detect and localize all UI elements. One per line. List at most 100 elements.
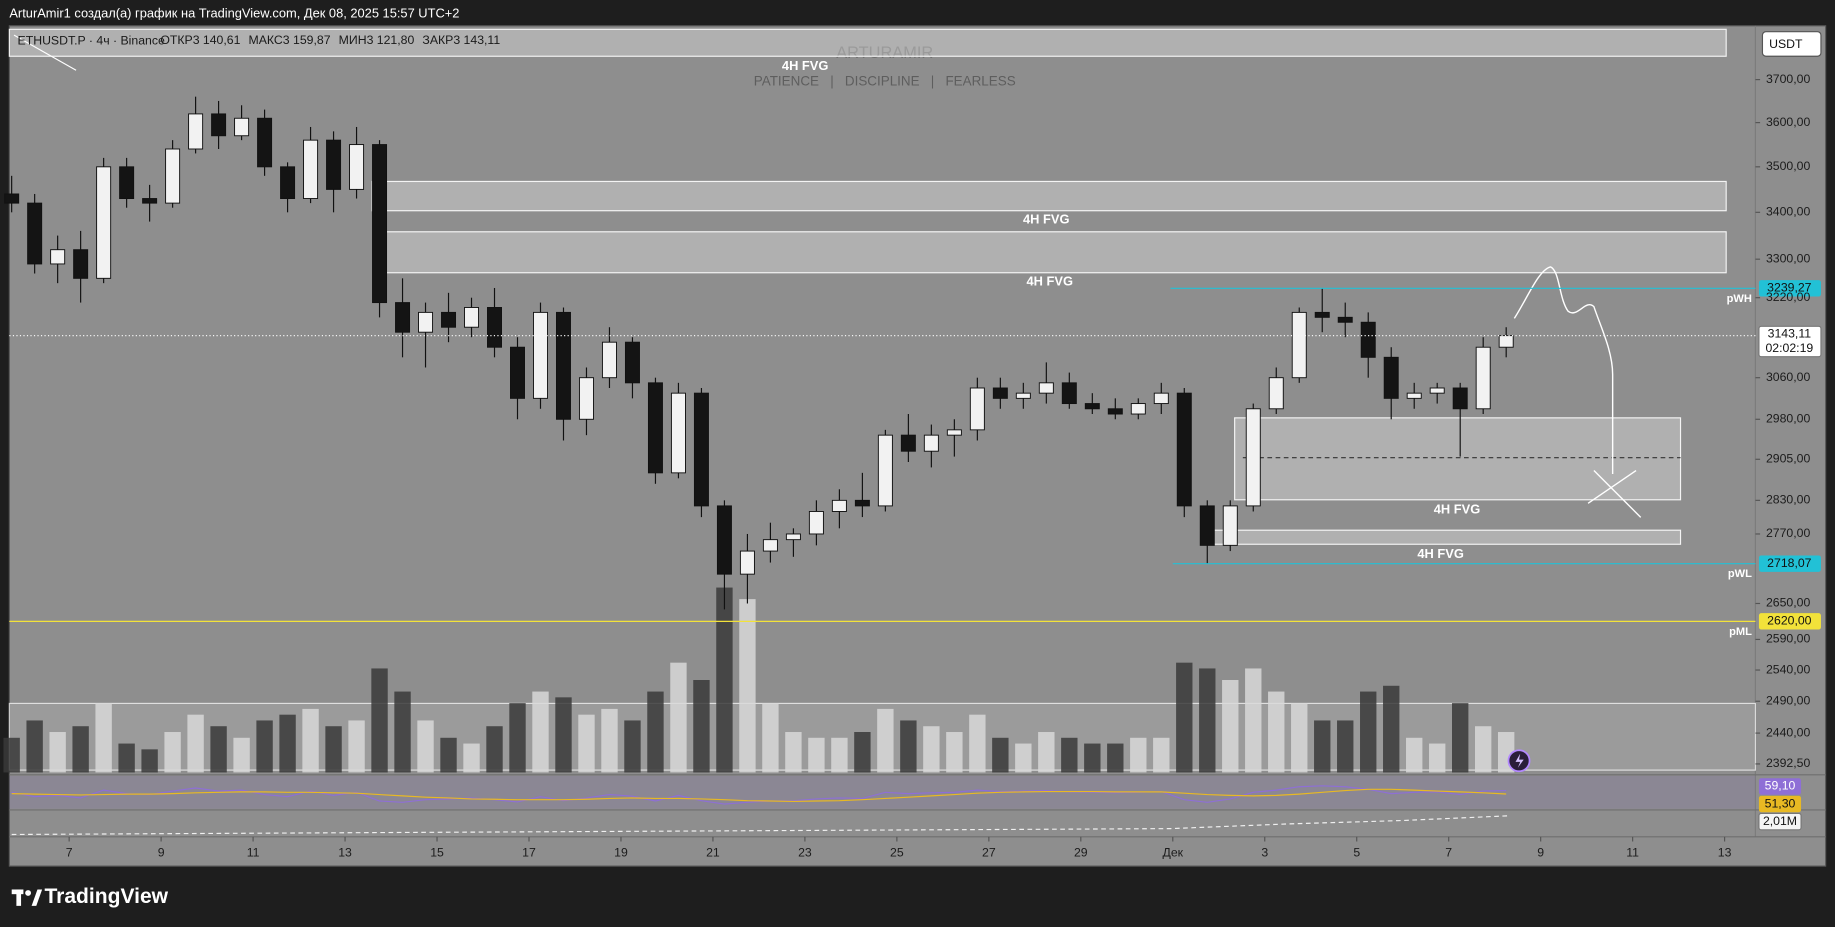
- y-tick-label: 2392,50: [1766, 756, 1811, 770]
- ohlc-value: 3 143,11: [453, 33, 500, 47]
- ohlc-label: МИН: [339, 33, 367, 47]
- volume-bar: [49, 732, 66, 773]
- x-tick-label: 13: [338, 845, 352, 859]
- volume-bar: [1474, 726, 1492, 773]
- volume-bar: [854, 732, 871, 773]
- y-tick-label: 2770,00: [1766, 526, 1811, 540]
- volume-bar: [348, 720, 365, 773]
- rsi-ma-line-label: 51,30: [1765, 796, 1796, 810]
- candle-body: [1107, 408, 1123, 415]
- candle-body: [27, 202, 43, 265]
- candle-body: [326, 139, 342, 190]
- candle-body: [464, 307, 480, 328]
- volume-bar: [1153, 737, 1170, 773]
- candle-body: [831, 499, 847, 512]
- candle-body: [946, 429, 962, 436]
- footer-brand: TradingView: [44, 885, 168, 908]
- price-line-label: 2718,07: [1767, 556, 1812, 570]
- price-line-name: pML: [1729, 626, 1752, 638]
- y-tick-label: 3600,00: [1766, 115, 1811, 129]
- fvg-zone: [376, 231, 1727, 274]
- fvg-label: 4H FVG: [782, 58, 828, 73]
- x-tick-label: 19: [614, 845, 628, 859]
- volume-bar: [532, 691, 549, 773]
- x-tick-label: Дек: [1163, 845, 1184, 859]
- ohlc-value: 3 121,80: [367, 33, 415, 47]
- candle-body: [1475, 346, 1491, 410]
- price-line-badge: [1758, 555, 1821, 572]
- volume-bar: [1130, 737, 1147, 773]
- volume-bar: [1406, 737, 1423, 773]
- watermark-subtitle: PATIENCE | DISCIPLINE | FEARLESS: [754, 74, 1016, 89]
- volume-bar: [693, 680, 710, 773]
- footer-logo: TradingView: [11, 885, 169, 908]
- volume-bar: [1314, 720, 1331, 773]
- volume-bar: [1176, 662, 1193, 773]
- top-bar-text: ArturAmir1 создал(а) график на TradingVi…: [9, 6, 459, 21]
- x-tick-label: 23: [798, 845, 812, 859]
- fvg-label: 4H FVG: [1027, 274, 1073, 289]
- candle-body: [119, 166, 135, 200]
- volume-bar: [785, 732, 802, 773]
- y-tick-label: 2830,00: [1766, 493, 1811, 507]
- volume-bar: [440, 737, 457, 773]
- volume-bar: [969, 714, 986, 773]
- x-tick-label: 11: [247, 845, 260, 859]
- price-line-name: pWH: [1727, 293, 1752, 305]
- candle-body: [303, 139, 319, 200]
- candle-body: [969, 387, 985, 431]
- candle-body: [1498, 335, 1514, 348]
- x-tick-label: 15: [430, 845, 444, 859]
- candle-body: [1429, 387, 1445, 394]
- candle-body: [395, 302, 411, 333]
- candle-body: [533, 311, 548, 399]
- target-cross: [1593, 470, 1642, 518]
- volume-layer: [3, 587, 1515, 773]
- candle-body: [808, 511, 824, 535]
- volume-bar: [624, 720, 641, 773]
- volume-bar: [1222, 680, 1239, 773]
- volume-ma-line: [11, 815, 1510, 836]
- y-tick-label: 2490,00: [1766, 693, 1811, 707]
- candle-body: [1337, 316, 1353, 323]
- volume-bar: [210, 726, 227, 773]
- x-tick-label: 7: [1445, 845, 1452, 859]
- volume-bar: [279, 714, 296, 773]
- candle-body: [142, 198, 158, 204]
- axes: 3700,00 3600,00 3500,00 3400,00 3300,00 3220,…: [66, 72, 1811, 860]
- candle-body: [188, 113, 204, 150]
- volume-bar: [877, 708, 894, 773]
- volume-bar: [486, 726, 503, 773]
- last-price-badge: [1758, 325, 1822, 358]
- volume-bar: [118, 743, 135, 773]
- candle-body: [1245, 408, 1261, 507]
- y-tick-label: 2650,00: [1766, 596, 1811, 610]
- fvg-zone: [371, 180, 1727, 212]
- candle-body: [624, 341, 640, 384]
- logo-shape: [31, 889, 43, 906]
- volume-bar: [509, 703, 526, 773]
- volume-bar: [670, 662, 687, 773]
- currency-button-label[interactable]: USDT: [1769, 37, 1803, 51]
- candle-body: [1452, 387, 1468, 410]
- y-tick-label: 2440,00: [1766, 725, 1811, 739]
- volume-bar: [3, 737, 20, 773]
- currency-button[interactable]: [1761, 31, 1822, 57]
- x-tick-label: 11: [1626, 845, 1639, 859]
- candle-body: [1383, 356, 1399, 399]
- fvg-label: 4H FVG: [1417, 546, 1463, 561]
- x-tick-label: 25: [890, 845, 904, 859]
- volume-bar: [394, 691, 411, 773]
- fvg-label: 4H FVG: [1023, 211, 1069, 226]
- candle-body: [96, 166, 112, 279]
- projection-path: [1513, 266, 1614, 475]
- volume-bar: [1337, 720, 1354, 773]
- volume-bar: [1268, 691, 1285, 773]
- fvg-zones: 4H FVG 4H FVG 4H FVG 4H FVG 4H FVG: [8, 28, 1727, 561]
- candle-body: [1038, 382, 1054, 394]
- fvg-label: 4H FVG: [1434, 502, 1480, 517]
- candle-body: [487, 307, 502, 348]
- ohlc-label: ЗАКР: [422, 33, 453, 47]
- candle-body: [234, 117, 250, 137]
